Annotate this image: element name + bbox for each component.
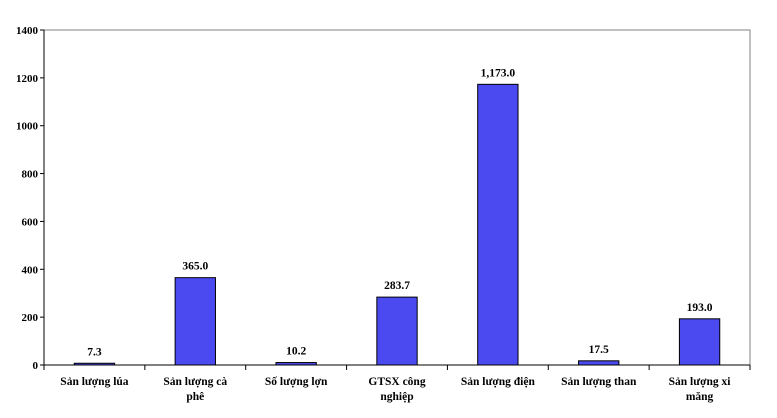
x-category-label: măng bbox=[686, 391, 714, 403]
x-category-label: phê bbox=[186, 391, 204, 403]
data-label: 17.5 bbox=[589, 344, 609, 356]
category-labels: Sản lượng lúa Sản lượng cà phê Số lượng lợn… bbox=[60, 375, 731, 403]
bar bbox=[174, 277, 216, 366]
data-label: 365.0 bbox=[182, 261, 208, 273]
data-labels: 7.3 365.0 10.2 283.7 1,173.0 17.5 193.0 bbox=[87, 67, 713, 358]
data-label: 1,173.0 bbox=[481, 67, 516, 79]
bar bbox=[376, 296, 418, 366]
y-axis: 0 200 400 600 800 1000 1200 1400 bbox=[16, 25, 45, 372]
x-category-label: nghiệp bbox=[380, 391, 413, 403]
x-category-label: Sản lượng cà bbox=[163, 376, 227, 388]
y-tick-label: 400 bbox=[22, 264, 39, 276]
x-category-label: Số lượng lợn bbox=[265, 375, 328, 388]
data-label: 7.3 bbox=[87, 346, 102, 358]
bar bbox=[578, 360, 620, 366]
y-tick-label: 200 bbox=[22, 312, 39, 324]
x-category-label: Sản lượng điện bbox=[461, 376, 536, 388]
bar bbox=[275, 362, 317, 366]
bars bbox=[73, 83, 721, 366]
bar bbox=[678, 318, 721, 366]
y-tick-label: 800 bbox=[22, 169, 39, 181]
x-axis bbox=[43, 364, 751, 370]
x-category-label: Sản lượng lúa bbox=[60, 376, 128, 388]
data-label: 193.0 bbox=[687, 302, 713, 314]
data-label: 283.7 bbox=[384, 280, 410, 292]
y-tick-label: 1000 bbox=[16, 121, 39, 133]
x-category-label: Sản lượng than bbox=[561, 376, 637, 388]
y-tick-label: 0 bbox=[33, 360, 39, 372]
x-category-label: GTSX công bbox=[368, 376, 425, 388]
y-tick-label: 600 bbox=[22, 216, 39, 228]
bar bbox=[477, 83, 519, 366]
x-category-label: Sản lượng xi bbox=[669, 376, 732, 388]
y-tick-label: 1200 bbox=[16, 73, 39, 85]
bar bbox=[73, 362, 116, 366]
y-tick-label: 1400 bbox=[16, 25, 39, 37]
data-label: 10.2 bbox=[286, 346, 306, 358]
